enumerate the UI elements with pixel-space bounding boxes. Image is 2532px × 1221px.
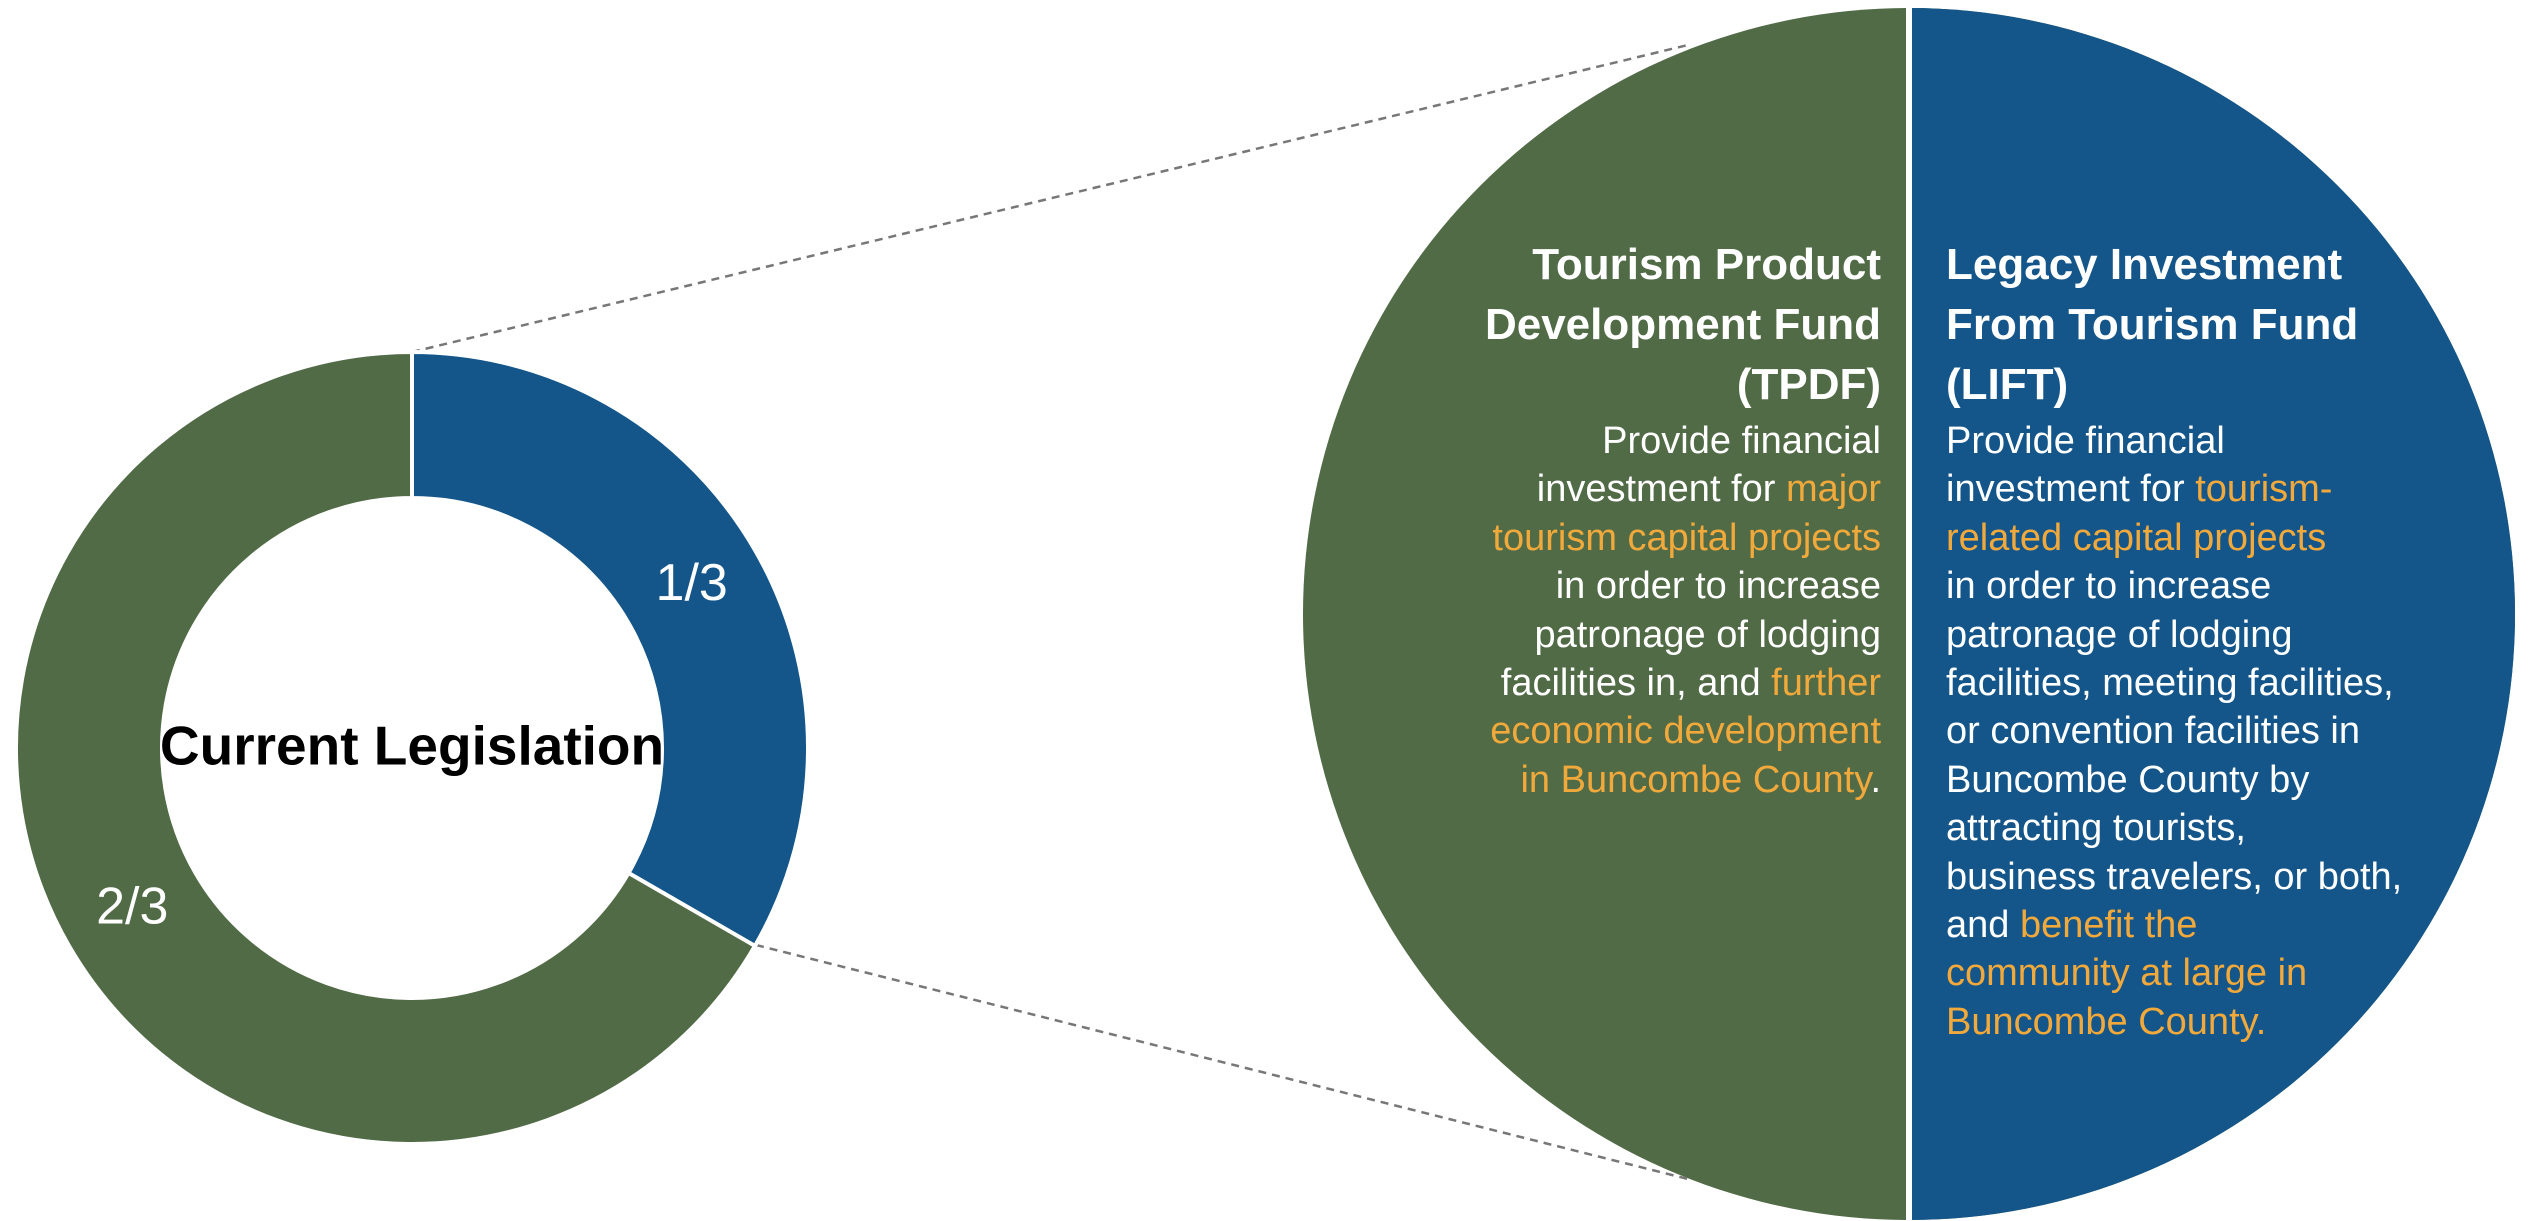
body-text: Provide financial — [1602, 420, 1881, 462]
body-line: business travelers, or both, — [1946, 853, 2506, 901]
detail-circle-right — [1909, 8, 2515, 1220]
donut-slice — [410, 349, 810, 949]
highlight-text: tourism- — [2195, 468, 2333, 511]
body-line: Buncombe County by — [1946, 756, 2506, 804]
body-text: in order to increase — [1555, 565, 1881, 608]
body-text: attracting tourists, — [1946, 807, 2246, 850]
highlight-text: further — [1771, 662, 1881, 705]
body-line: Provide financial — [1380, 417, 1881, 465]
body-text: patronage of lodging — [1534, 613, 1881, 656]
body-text: facilities, meeting facilities, — [1946, 662, 2394, 705]
highlight-text: tourism capital projects — [1492, 516, 1881, 559]
panel: Legacy Investment From Tourism Fund (LIFT)… — [1946, 235, 2506, 1046]
donut-slice — [14, 349, 758, 1146]
panel-title: Legacy Investment From Tourism Fund (LIFT) — [1946, 235, 2506, 415]
body-line: facilities in, and further — [1380, 659, 1881, 707]
title-line: Legacy Investment — [1946, 240, 2343, 289]
panel: Tourism Product Development Fund (TPDF) Pro… — [1380, 235, 1881, 804]
body-text: facilities in, and — [1500, 662, 1772, 705]
body-line: Provide financial — [1946, 417, 2506, 465]
slice-label: 1/3 — [656, 554, 728, 612]
highlight-text: major — [1785, 468, 1881, 511]
panel-title: Tourism Product Development Fund (TPDF) — [1380, 235, 1881, 415]
highlight-text: benefit the — [2019, 904, 2198, 947]
connector — [411, 43, 1689, 354]
body-line: economic development — [1380, 707, 1881, 755]
connector — [755, 943, 1689, 1181]
body-line: in order to increase — [1946, 562, 2506, 610]
body-line: in Buncombe County. — [1380, 756, 1881, 804]
body-text: investment for — [1536, 468, 1786, 511]
body-line: community at large in — [1946, 949, 2506, 997]
body-line: tourism capital projects — [1380, 514, 1881, 562]
body-text: Provide financial — [1946, 420, 2225, 462]
body-text: and — [1946, 904, 2020, 947]
highlight-text: community at large in — [1946, 952, 2308, 995]
body-line: or convention facilities in — [1946, 707, 2506, 755]
body-line: attracting tourists, — [1946, 804, 2506, 852]
highlight-text: economic development — [1490, 710, 1881, 753]
body-line: facilities, meeting facilities, — [1946, 659, 2506, 707]
body-text: . — [1870, 758, 1881, 801]
body-line: patronage of lodging — [1946, 611, 2506, 659]
highlight-text: related capital projects — [1946, 516, 2327, 559]
body-text: business travelers, or both, — [1946, 855, 2403, 898]
body-line: investment for tourism- — [1946, 465, 2506, 513]
title-line: From Tourism Fund — [1946, 300, 2359, 349]
slice-label: 2/3 — [96, 877, 168, 935]
highlight-text: in Buncombe County — [1520, 758, 1871, 801]
title-line: (TPDF) — [1736, 360, 1881, 409]
body-text: patronage of lodging — [1946, 613, 2293, 656]
title-line: Development Fund — [1484, 300, 1881, 349]
panel-body: Provide financial investment for major tou… — [1380, 417, 1881, 804]
body-line: and benefit the — [1946, 901, 2506, 949]
body-text: in order to increase — [1946, 565, 2272, 608]
body-line: investment for major — [1380, 465, 1881, 513]
body-text: investment for — [1946, 468, 2196, 511]
body-line: related capital projects — [1946, 514, 2506, 562]
body-text: or convention facilities in — [1946, 710, 2360, 753]
body-text: Buncombe County by — [1946, 758, 2310, 801]
body-line: Buncombe County. — [1946, 998, 2506, 1046]
highlight-text: Buncombe County. — [1946, 1000, 2267, 1043]
title-line: (LIFT) — [1946, 360, 2069, 409]
body-line: in order to increase — [1380, 562, 1881, 610]
title-line: Tourism Product — [1532, 240, 1881, 289]
body-line: patronage of lodging — [1380, 611, 1881, 659]
panel-body: Provide financial investment for tourism-… — [1946, 417, 2506, 1046]
center-label: Current Legislation — [160, 715, 664, 777]
